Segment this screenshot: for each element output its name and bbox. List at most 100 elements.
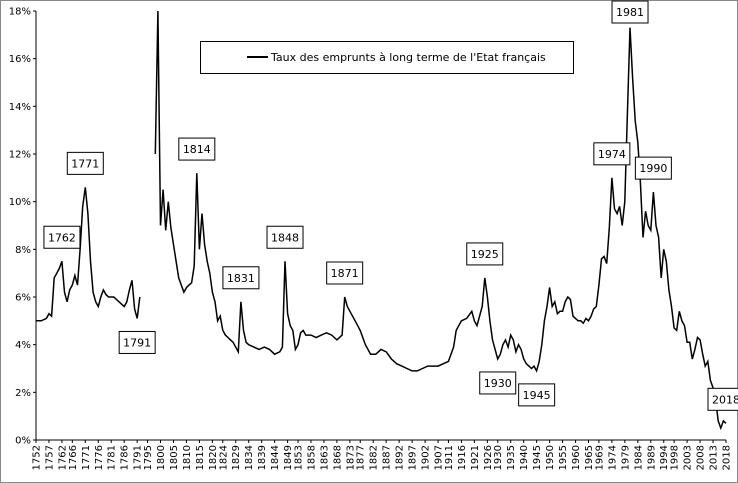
x-tick-label: 1805 xyxy=(169,445,180,470)
annotation-box xyxy=(707,387,738,411)
x-tick-label: 1998 xyxy=(670,445,681,470)
x-tick-label: 2018 xyxy=(722,445,733,470)
legend-label: Taux des emprunts à long terme de l'Etat… xyxy=(270,51,546,64)
x-tick-label: 1849 xyxy=(283,445,294,470)
x-tick-label: 1781 xyxy=(107,445,118,470)
annotation-label: 1762 xyxy=(48,231,76,244)
x-tick-label: 1834 xyxy=(244,445,255,470)
annotation: 1831 xyxy=(222,266,260,290)
annotation-box xyxy=(43,225,81,249)
annotation-label: 1974 xyxy=(598,148,626,161)
annotation: 1925 xyxy=(466,242,504,266)
x-tick-label: 1858 xyxy=(306,445,317,470)
annotation: 1871 xyxy=(326,261,364,285)
x-tick-label: 1930 xyxy=(493,445,504,470)
x-tick-label: 1766 xyxy=(68,445,79,470)
x-tick-label: 1815 xyxy=(195,445,206,470)
annotation-label: 1771 xyxy=(71,157,99,170)
x-tick-label: 1873 xyxy=(345,445,356,470)
annotation: 2018 xyxy=(707,387,738,411)
x-tick-label: 1786 xyxy=(120,445,131,470)
annotation-box xyxy=(266,225,304,249)
x-tick-label: 1853 xyxy=(293,445,304,470)
x-tick-label: 2013 xyxy=(709,445,720,470)
y-tick-label: 2% xyxy=(15,388,31,399)
annotation-label: 1814 xyxy=(183,143,211,156)
annotation-box xyxy=(518,383,556,407)
x-tick-label: 1926 xyxy=(483,445,494,470)
annotation: 1974 xyxy=(593,142,631,166)
x-tick-label: 1979 xyxy=(620,445,631,470)
x-tick-label: 1994 xyxy=(659,445,670,470)
legend: Taux des emprunts à long terme de l'Etat… xyxy=(200,41,574,74)
x-tick-label: 1877 xyxy=(356,445,367,470)
annotation-box xyxy=(593,142,631,166)
annotation: 1945 xyxy=(518,383,556,407)
x-tick-label: 1902 xyxy=(421,445,432,470)
annotation: 1814 xyxy=(178,137,216,161)
annotation: 1791 xyxy=(118,330,156,354)
annotation-box xyxy=(178,137,216,161)
x-tick-label: 1887 xyxy=(382,445,393,470)
annotation-box xyxy=(118,330,156,354)
annotation-label: 1990 xyxy=(639,162,667,175)
annotation-box xyxy=(611,0,649,24)
x-tick-label: 1844 xyxy=(270,445,281,470)
x-tick-label: 1969 xyxy=(594,445,605,470)
x-tick-label: 1984 xyxy=(633,445,644,470)
x-tick-label: 1916 xyxy=(457,445,468,470)
line-series xyxy=(36,10,727,431)
annotation: 1848 xyxy=(266,225,304,249)
annotation-label: 1925 xyxy=(471,248,499,261)
annotation-box xyxy=(466,242,504,266)
x-tick-label: 1897 xyxy=(408,445,419,470)
x-tick-label: 1955 xyxy=(558,445,569,470)
annotation: 1762 xyxy=(43,225,81,249)
x-tick-label: 1911 xyxy=(444,445,455,470)
x-tick-label: 1945 xyxy=(532,445,543,470)
annotation-label: 1848 xyxy=(271,231,299,244)
annotation-box xyxy=(66,151,104,175)
x-tick-label: 1892 xyxy=(395,445,406,470)
annotation-box xyxy=(222,266,260,290)
x-tick-label: 1820 xyxy=(208,445,219,470)
y-tick-label: 12% xyxy=(9,150,31,161)
annotation-label: 1791 xyxy=(123,336,151,349)
annotation: 1990 xyxy=(634,156,672,180)
x-tick-label: 1989 xyxy=(646,445,657,470)
annotation: 1771 xyxy=(66,151,104,175)
x-tick-label: 1762 xyxy=(57,445,68,470)
x-tick-label: 1882 xyxy=(369,445,380,470)
x-tick-label: 1795 xyxy=(143,445,154,470)
x-tick-label: 2003 xyxy=(683,445,694,470)
annotation: 1981 xyxy=(611,0,649,24)
x-tick-label: 1829 xyxy=(231,445,242,470)
x-tick-label: 1810 xyxy=(182,445,193,470)
annotation-label: 1831 xyxy=(227,272,255,285)
annotation-box xyxy=(326,261,364,285)
x-tick-label: 1868 xyxy=(332,445,343,470)
x-tick-label: 1974 xyxy=(607,445,618,470)
x-tick-label: 1921 xyxy=(470,445,481,470)
x-tick-label: 1965 xyxy=(584,445,595,470)
y-tick-label: 14% xyxy=(9,102,31,113)
y-tick-label: 18% xyxy=(9,7,31,18)
y-tick-label: 16% xyxy=(9,54,31,65)
x-tick-label: 1960 xyxy=(571,445,582,470)
x-tick-label: 1935 xyxy=(506,445,517,470)
annotation-box xyxy=(634,156,672,180)
x-tick-label: 1752 xyxy=(32,445,43,470)
x-tick-label: 1800 xyxy=(156,445,167,470)
x-tick-label: 2008 xyxy=(696,445,707,470)
x-tick-label: 1776 xyxy=(94,445,105,470)
y-tick-label: 0% xyxy=(15,436,31,447)
x-tick-label: 1950 xyxy=(545,445,556,470)
x-tick-label: 1791 xyxy=(133,445,144,470)
annotation-label: 1930 xyxy=(484,377,512,390)
x-tick-label: 1771 xyxy=(81,445,92,470)
x-tick-label: 1824 xyxy=(218,445,229,470)
annotation-label: 1871 xyxy=(331,267,359,280)
annotation: 1930 xyxy=(479,371,517,395)
